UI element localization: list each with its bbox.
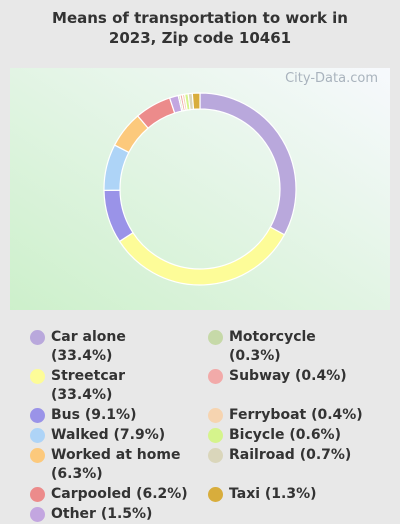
legend-swatch xyxy=(208,448,223,463)
legend-item: Worked at home (6.3%) xyxy=(30,446,208,484)
legend-label: Worked at home (6.3%) xyxy=(51,447,181,482)
legend-label: Taxi (1.3%) xyxy=(229,486,317,502)
legend-swatch xyxy=(208,330,223,345)
legend-label: Carpooled (6.2%) xyxy=(51,486,188,502)
legend-item: Railroad (0.7%) xyxy=(208,446,386,484)
legend-label: Bicycle (0.6%) xyxy=(229,427,341,443)
legend-label: Car alone (33.4%) xyxy=(51,329,126,364)
legend-label: Walked (7.9%) xyxy=(51,427,166,443)
legend-item: Carpooled (6.2%) xyxy=(30,485,208,504)
legend-label: Motorcycle (0.3%) xyxy=(229,329,316,364)
legend-item: Other (1.5%) xyxy=(30,505,208,524)
legend-label: Streetcar (33.4%) xyxy=(51,368,126,403)
watermark: City-Data.com xyxy=(285,71,378,86)
legend-label: Railroad (0.7%) xyxy=(229,447,352,463)
legend-item: Car alone (33.4%) xyxy=(30,328,208,366)
legend: Car alone (33.4%) Streetcar (33.4%) Bus (9… xyxy=(30,328,390,524)
legend-item: Walked (7.9%) xyxy=(30,426,208,445)
legend-label: Bus (9.1%) xyxy=(51,407,137,423)
donut-segment xyxy=(191,92,201,110)
legend-swatch xyxy=(208,428,223,443)
legend-swatch xyxy=(30,330,45,345)
legend-swatch xyxy=(30,408,45,423)
legend-swatch xyxy=(30,369,45,384)
legend-swatch xyxy=(30,487,45,502)
page: Means of transportation to work in 2023,… xyxy=(10,9,390,522)
legend-item: Bicycle (0.6%) xyxy=(208,426,386,445)
legend-swatch xyxy=(208,369,223,384)
legend-item: Taxi (1.3%) xyxy=(208,485,386,504)
legend-label: Other (1.5%) xyxy=(51,506,153,522)
legend-item: Motorcycle (0.3%) xyxy=(208,328,386,366)
chart-title: Means of transportation to work in 2023,… xyxy=(52,9,348,47)
legend-swatch xyxy=(30,507,45,522)
legend-item: Subway (0.4%) xyxy=(208,367,386,405)
legend-label: Subway (0.4%) xyxy=(229,368,347,384)
legend-item: Bus (9.1%) xyxy=(30,406,208,425)
chart: City-Data.com xyxy=(10,68,390,310)
legend-item: Streetcar (33.4%) xyxy=(30,367,208,405)
legend-item: Ferryboat (0.4%) xyxy=(208,406,386,425)
legend-swatch xyxy=(208,487,223,502)
legend-swatch xyxy=(30,448,45,463)
legend-label: Ferryboat (0.4%) xyxy=(229,407,363,423)
legend-swatch xyxy=(208,408,223,423)
legend-swatch xyxy=(30,428,45,443)
